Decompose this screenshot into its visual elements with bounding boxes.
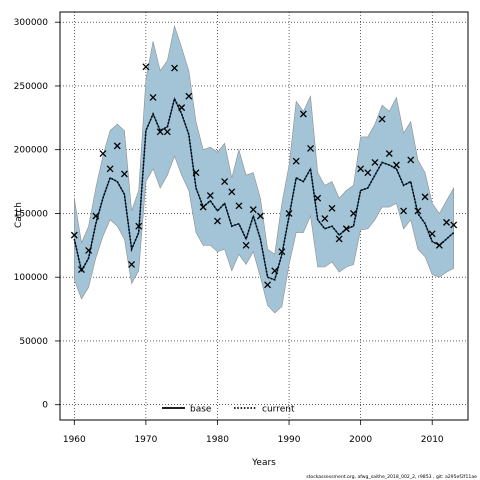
observed-markers [70, 63, 458, 289]
observed-point [206, 192, 214, 200]
observed-point [228, 188, 236, 196]
observed-point [70, 231, 78, 239]
observed-point [292, 157, 300, 165]
observed-point [256, 212, 264, 220]
observed-point [163, 128, 171, 136]
observed-point [350, 209, 357, 217]
x-axis: 1960 1970 1980 1990 2000 2010 [63, 420, 444, 445]
observed-point [249, 206, 257, 214]
observed-point [443, 218, 450, 226]
observed-point [364, 169, 372, 177]
observed-point [335, 235, 343, 243]
observed-point [435, 241, 443, 249]
y-tick-label: 0 [42, 401, 48, 411]
observed-point [199, 203, 207, 211]
x-tick-label: 1970 [134, 435, 157, 445]
legend: base current [162, 405, 295, 415]
y-tick-label: 50000 [19, 337, 48, 347]
observed-point [85, 246, 93, 254]
observed-point [421, 193, 429, 201]
observed-point [92, 212, 100, 220]
y-tick-label: 250000 [14, 82, 49, 92]
observed-point [185, 92, 193, 100]
observed-point [450, 221, 458, 229]
observed-point [221, 178, 229, 186]
observed-point [128, 260, 136, 268]
legend-label-current: current [262, 405, 295, 415]
observed-point [342, 225, 350, 233]
x-tick-label: 1990 [278, 435, 301, 445]
observed-point [378, 115, 386, 123]
y-axis: 0 50000 100000 150000 200000 250000 300000 [14, 18, 60, 411]
observed-point [357, 165, 365, 173]
observed-point [149, 93, 157, 101]
x-tick-label: 1980 [206, 435, 229, 445]
observed-point [171, 64, 178, 72]
observed-point [400, 207, 408, 215]
observed-point [407, 156, 415, 164]
legend-label-base: base [190, 405, 212, 415]
observed-point [428, 230, 436, 238]
observed-point [120, 170, 128, 178]
observed-point [321, 215, 329, 223]
observed-point [278, 248, 286, 256]
observed-point [214, 217, 221, 225]
footer-note: stockassessment.org, afwg_saithe_2018_00… [306, 474, 477, 480]
observed-point [78, 266, 85, 274]
plot-frame [59, 11, 469, 421]
observed-point [142, 63, 150, 71]
observed-point [299, 110, 307, 118]
confidence-band [74, 24, 454, 314]
y-tick-label: 100000 [14, 273, 49, 283]
observed-point [106, 165, 114, 173]
observed-point [235, 202, 243, 210]
observed-point [99, 150, 107, 157]
observed-point [328, 204, 336, 212]
x-tick-label: 2010 [421, 435, 444, 445]
observed-point [264, 281, 272, 289]
x-tick-label: 1960 [63, 435, 86, 445]
observed-point [178, 104, 186, 112]
x-axis-title: Years [251, 458, 276, 468]
observed-point [307, 144, 314, 152]
observed-point [314, 194, 322, 202]
observed-point [135, 222, 143, 230]
observed-point [192, 169, 200, 177]
observed-point [392, 161, 400, 169]
y-tick-label: 200000 [14, 146, 49, 156]
x-tick-label: 2000 [349, 435, 372, 445]
y-axis-title: Catch [14, 202, 24, 228]
y-tick-label: 150000 [14, 209, 49, 219]
observed-point [113, 142, 121, 150]
observed-point [242, 241, 250, 249]
observed-point [271, 267, 279, 275]
y-tick-label: 300000 [14, 18, 49, 28]
series-line-current [73, 96, 455, 281]
observed-point [385, 150, 393, 157]
observed-point [285, 209, 293, 217]
observed-point [414, 207, 422, 215]
observed-point [371, 158, 379, 166]
observed-point [156, 128, 164, 136]
